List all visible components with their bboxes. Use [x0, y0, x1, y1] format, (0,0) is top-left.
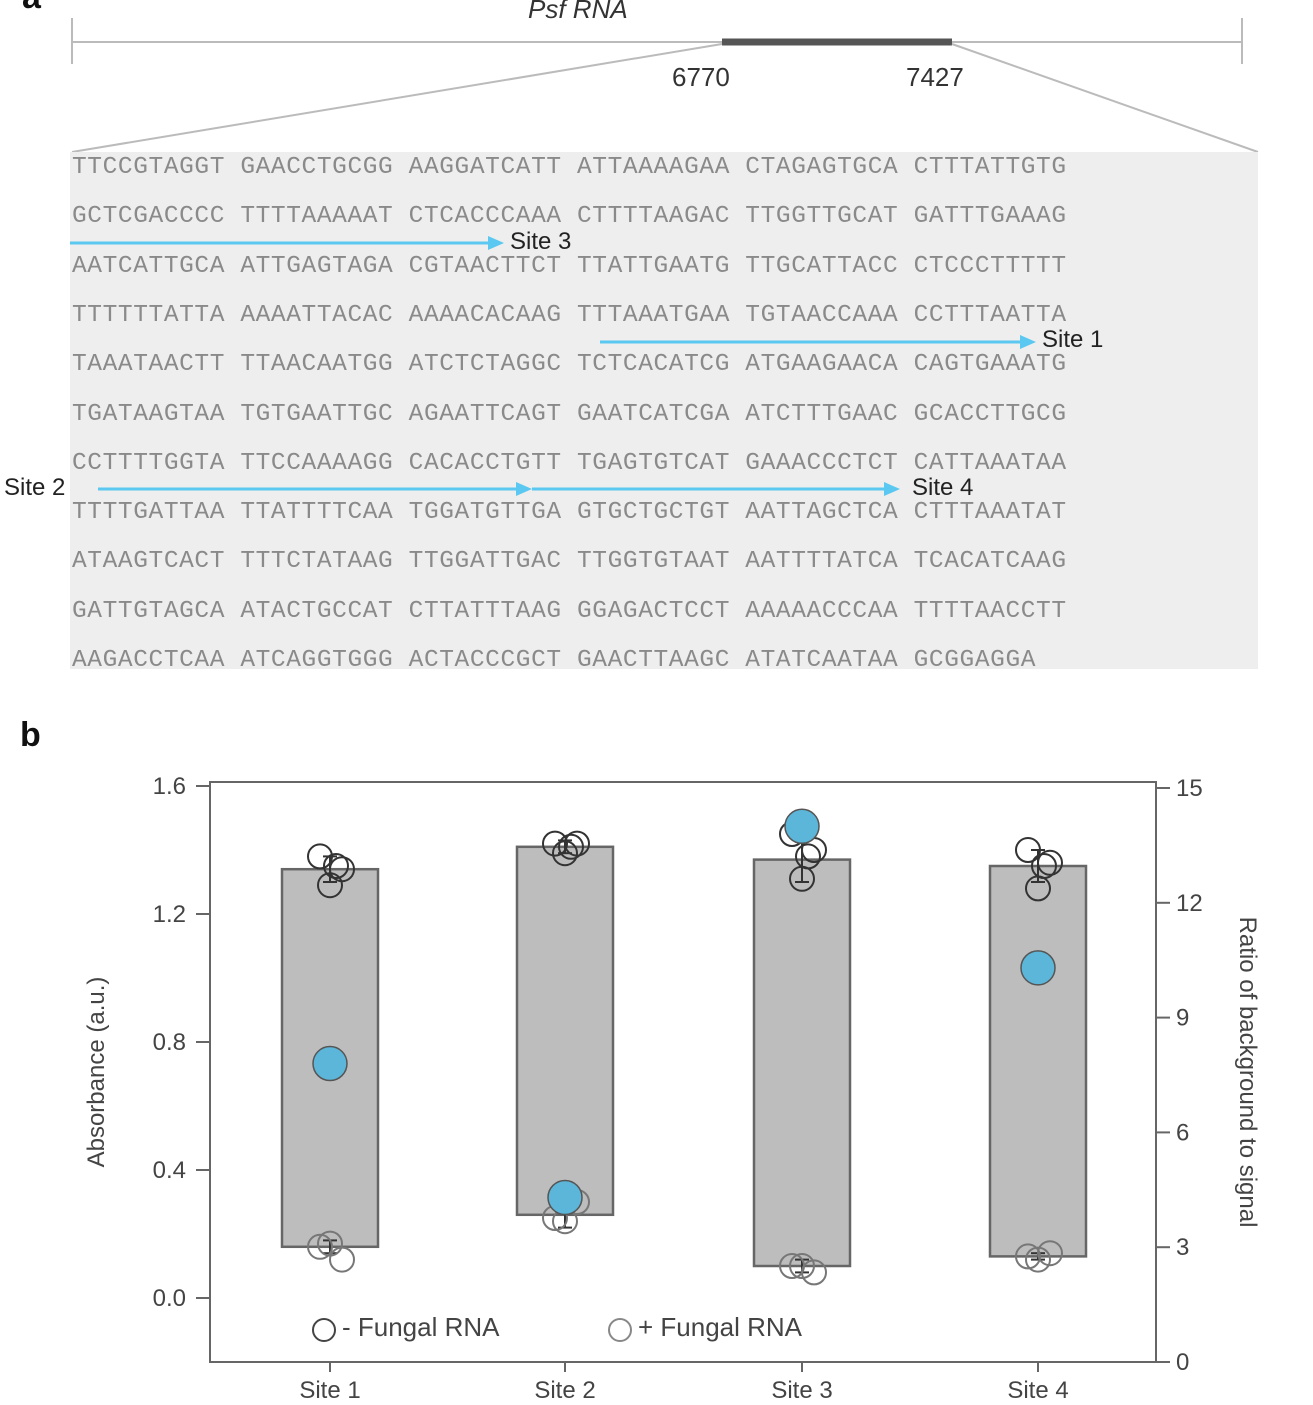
- sequence-row: TAAATAACTT TTAACAATGG ATCTCTAGGC TCTCACA…: [72, 351, 1067, 379]
- bar: [752, 858, 852, 1268]
- panel-a-label: a: [22, 0, 41, 17]
- legend-minus-marker: [312, 1318, 336, 1342]
- data-point: [552, 840, 578, 867]
- coord-end: 7427: [906, 62, 964, 92]
- x-tick-label: Site 1: [299, 1377, 360, 1404]
- y-tick-label: 1.2: [153, 901, 186, 928]
- data-point: [323, 853, 349, 879]
- sequence-row: AATCATTGCA ATTGAGTAGA CGTAACTTCT TTATTGA…: [72, 252, 1067, 280]
- y-axis-label: Absorbance (a.u.): [83, 977, 110, 1168]
- y-right-tick-label: 0: [1176, 1349, 1189, 1376]
- rna-map: [71, 18, 1259, 153]
- legend: - Fungal RNA + Fungal RNA: [312, 1312, 803, 1342]
- site3-label: Site 3: [510, 228, 572, 255]
- sequence-row: GCTCGACCCC TTTTAAAAAT CTCACCCAAA CTTTTAA…: [72, 203, 1067, 231]
- y-tick-label: 0.4: [153, 1157, 186, 1184]
- sequence-row: GATTGTAGCA ATACTGCCAT CTTATTTAAG GGAGACT…: [72, 597, 1067, 625]
- data-point: [542, 830, 568, 857]
- data-point: [558, 833, 584, 860]
- site4-arrow: [532, 482, 900, 496]
- rna-title: Psf RNA: [528, 0, 628, 24]
- sequence-row: TTTTGATTAA TTATTTTCAA TGGATGTTGA GTGCTGC…: [72, 499, 1067, 527]
- plot-frame: [209, 781, 1157, 1363]
- sequence-row: TTCCGTAGGT GAACCTGCGG AAGGATCATT ATTAAAA…: [72, 154, 1067, 181]
- data-point: [1031, 853, 1057, 879]
- sequence-row: AAGACCTCAA ATCAGGTGGG ACTACCCGCT GAACTTA…: [72, 647, 1037, 674]
- site1-arrow: [600, 335, 1036, 349]
- data-point: [789, 1253, 815, 1279]
- sequence-row: TTTTTTATTA AAAATTACAC AAAACACAAG TTTAAAT…: [72, 301, 1067, 329]
- y-right-tick-label: 6: [1176, 1119, 1189, 1146]
- ratio-point: [1020, 950, 1056, 986]
- y-right-tick-label: 3: [1176, 1234, 1189, 1261]
- data-point: [1015, 837, 1041, 863]
- data-point: [329, 1246, 355, 1273]
- y-tick-label: 1.6: [153, 773, 186, 800]
- panel-b-label: b: [20, 716, 41, 754]
- y-right-tick-label: 15: [1176, 775, 1203, 802]
- y-axis-right-label: Ratio of background to signal: [1234, 917, 1261, 1228]
- data-point: [1015, 1243, 1041, 1270]
- data-point: [317, 872, 343, 899]
- site3-arrow: [70, 236, 504, 250]
- sequence-box: [70, 152, 1258, 669]
- sequence-row: CCTTTTGGTA TTCCAAAAGG CACACCTGTT TGAGTGT…: [72, 449, 1067, 477]
- data-point: [795, 843, 821, 870]
- y-right-tick-label: 9: [1176, 1005, 1189, 1032]
- site1-label: Site 1: [1042, 326, 1104, 353]
- legend-plus-label: + Fungal RNA: [638, 1312, 803, 1342]
- site2-label: Site 2: [4, 474, 66, 501]
- bar: [988, 864, 1088, 1258]
- ratio-point: [312, 1045, 348, 1082]
- data-point: [317, 1230, 343, 1257]
- bar: [515, 845, 615, 1217]
- legend-plus-marker: [608, 1318, 632, 1342]
- x-tick-label: Site 2: [534, 1377, 595, 1404]
- zoom-line-left: [71, 43, 723, 153]
- sequence-row: TGATAAGTAA TGTGAATTGC AGAATTCAGT GAATCAT…: [72, 400, 1067, 428]
- data-point: [1025, 1246, 1051, 1273]
- site2-arrow: [98, 482, 532, 496]
- y-tick-label: 0.8: [153, 1029, 186, 1056]
- data-point: [1037, 1240, 1063, 1267]
- data-point: [1037, 849, 1063, 876]
- sequence-row: ATAAGTCACT TTTCTATAAG TTGGATTGAC TTGGTGT…: [72, 548, 1067, 576]
- data-point: [801, 1259, 827, 1286]
- data-point: [307, 843, 333, 870]
- ratio-point: [547, 1179, 583, 1216]
- legend-minus-label: - Fungal RNA: [342, 1312, 500, 1342]
- y-right-tick-label: 12: [1176, 890, 1203, 917]
- ratio-point: [784, 808, 820, 845]
- x-tick-label: Site 3: [771, 1377, 832, 1404]
- coord-start: 6770: [672, 62, 730, 92]
- site-arrows: [70, 236, 1036, 496]
- x-tick-label: Site 4: [1007, 1377, 1068, 1404]
- site4-label: Site 4: [912, 474, 974, 501]
- data-point: [307, 1233, 333, 1260]
- y-tick-label: 0.0: [153, 1285, 186, 1312]
- zoom-line-right: [951, 43, 1259, 153]
